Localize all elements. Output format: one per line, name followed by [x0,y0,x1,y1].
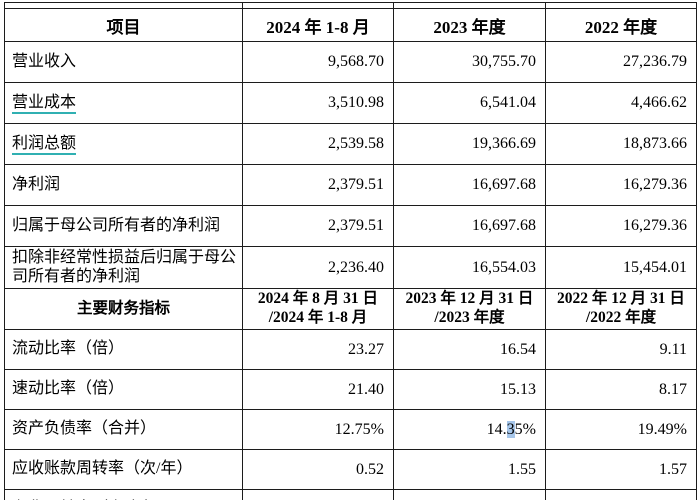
row-label: 营业收入 [4,41,243,83]
cell-value: 1.57 [545,449,697,491]
column-header-2023-period: 2023 年度 [393,8,546,42]
table-row: 应收账款周转率（次/年） 0.52 1.55 1.57 [4,449,697,491]
cell-value: 16,279.36 [545,205,697,247]
table-row: 流动比率（倍） 23.27 16.54 9.11 [4,329,697,371]
financial-summary-table: 项目 2024 年 1-8 月 2023 年度 2022 年度 营业收入 9,56… [4,2,697,500]
cell-value: 1.55 [393,449,546,491]
cell-value: 0.92 [393,489,546,500]
indicator-header-label: 主要财务指标 [4,288,243,331]
row-label: 资产负债率（合并） [4,409,243,451]
indicator-header-2024: 2024 年 8 月 31 日 /2024 年 1-8 月 [242,288,394,331]
selection-highlight: 3 [506,420,515,438]
header-line: /2024 年 1-8 月 [268,309,368,327]
cell-value: 30,755.70 [393,41,546,83]
table-row: 营业收入 9,568.70 30,755.70 27,236.79 [4,41,697,83]
cell-value: 4,466.62 [545,82,697,124]
column-header-item: 项目 [4,8,243,42]
income-statement-rows: 营业收入 9,568.70 30,755.70 27,236.79 营业成本 3,510.… [4,41,697,290]
header-line: /2023 年度 [434,309,505,327]
cell-value: 9.11 [545,329,697,371]
cell-value: 15.13 [393,369,546,411]
table-row: 速动比率（倍） 21.40 15.13 8.17 [4,369,697,411]
table-row: 净利润 2,379.51 16,697.68 16,279.36 [4,164,697,206]
header-row-indicators: 主要财务指标 2024 年 8 月 31 日 /2024 年 1-8 月 202… [4,288,697,331]
cell-value: 27,236.79 [545,41,697,83]
cell-value: 8.17 [545,369,697,411]
cell-value: 0.71 [545,489,697,500]
table-row: 营业成本 3,510.98 6,541.04 4,466.62 [4,82,697,124]
table-row: 利润总额 2,539.58 19,366.69 18,873.66 [4,123,697,165]
row-label: 存货周转率（次/年） [4,489,243,500]
column-header-2022-period: 2022 年度 [545,8,697,42]
teal-underlined-term: 利润总额 [12,134,77,155]
cell-value: 23.27 [242,329,394,371]
indicator-header-2023: 2023 年 12 月 31 日 /2023 年度 [393,288,546,331]
header-line: 2024 年 8 月 31 日 [257,290,379,308]
cell-value: 0.76 [242,489,394,500]
cell-value: 19,366.69 [393,123,546,165]
cell-value: 14.35% [393,409,546,451]
column-header-2024-period: 2024 年 1-8 月 [242,8,394,42]
header-row-items: 项目 2024 年 1-8 月 2023 年度 2022 年度 [4,8,697,42]
cell-value: 21.40 [242,369,394,411]
cell-value: 12.75% [242,409,394,451]
cell-value: 2,539.58 [242,123,394,165]
indicator-header-2022: 2022 年 12 月 31 日 /2022 年度 [545,288,697,331]
row-label: 归属于母公司所有者的净利润 [4,205,243,247]
cell-value: 16,697.68 [393,164,546,206]
table-head-section: 项目 2024 年 1-8 月 2023 年度 2022 年度 [4,2,697,42]
cell-value: 0.52 [242,449,394,491]
table-row: 资产负债率（合并） 12.75% 14.35% 19.49% [4,409,697,451]
row-label: 利润总额 [4,123,243,165]
indicator-header-section: 主要财务指标 2024 年 8 月 31 日 /2024 年 1-8 月 202… [4,288,697,331]
header-line: 2023 年 12 月 31 日 [405,290,534,308]
cell-value: 18,873.66 [545,123,697,165]
cell-value: 2,379.51 [242,164,394,206]
header-line: /2022 年度 [585,309,657,327]
row-label: 净利润 [4,164,243,206]
row-label: 营业成本 [4,82,243,124]
cell-value: 2,236.40 [242,245,394,290]
row-label: 流动比率（倍） [4,329,243,371]
row-label: 扣除非经常性损益后归属于母公司所有者的净利润 [4,245,243,290]
table-row: 归属于母公司所有者的净利润 2,379.51 16,697.68 16,279.36 [4,205,697,247]
table-row: 存货周转率（次/年）0.760.920.71 [4,489,697,500]
teal-underlined-term: 营业成本 [12,93,77,114]
cell-value: 15,454.01 [545,245,697,290]
table-row: 扣除非经常性损益后归属于母公司所有者的净利润 2,236.40 16,554.03 1… [4,245,697,290]
cell-value: 2,379.51 [242,205,394,247]
cell-value: 6,541.04 [393,82,546,124]
cell-value: 3,510.98 [242,82,394,124]
cell-value: 9,568.70 [242,41,394,83]
cell-value: 16,554.03 [393,245,546,290]
cell-value: 19.49% [545,409,697,451]
cell-value: 16,279.36 [545,164,697,206]
cell-value: 16.54 [393,329,546,371]
row-label: 速动比率（倍） [4,369,243,411]
financial-indicator-rows: 流动比率（倍） 23.27 16.54 9.11 速动比率（倍） 21.40 15.13 8.… [4,329,697,500]
cell-value: 16,697.68 [393,205,546,247]
row-label: 应收账款周转率（次/年） [4,449,243,491]
header-line: 2022 年 12 月 31 日 [557,290,685,308]
